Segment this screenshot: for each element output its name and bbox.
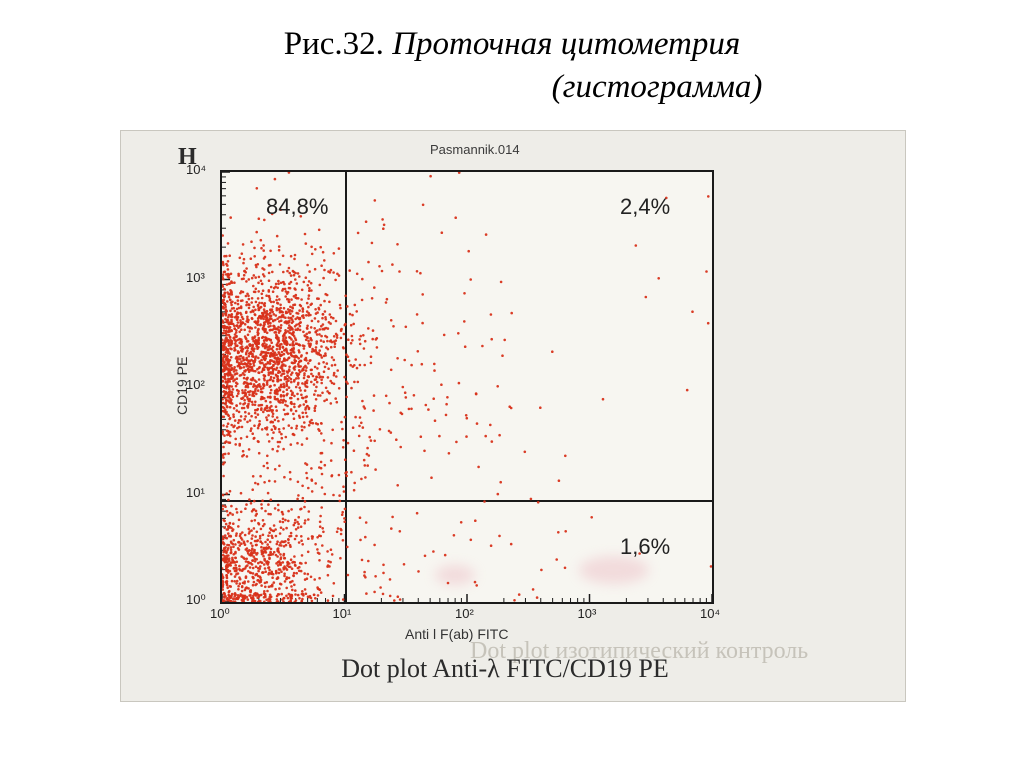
x-tick-label: 10¹ xyxy=(333,606,352,621)
figure-panel: сенниягистограмма лимфоидныхфологически … xyxy=(120,130,904,700)
y-tick-label: 10² xyxy=(186,377,205,392)
y-tick-label: 10³ xyxy=(186,270,205,285)
y-tick-label: 10⁴ xyxy=(186,162,206,177)
x-tick-label: 10³ xyxy=(578,606,597,621)
title-line-2: (гистограмма) xyxy=(0,69,1024,106)
x-axis-label: Anti l F(ab) FITC xyxy=(405,626,508,642)
x-tick-label: 10⁰ xyxy=(210,606,230,622)
x-tick-label: 10² xyxy=(455,606,474,621)
quadrant-label-upper-left: 84,8% xyxy=(266,194,328,220)
y-tick-label: 10¹ xyxy=(186,485,205,500)
x-tick-label: 10⁴ xyxy=(700,606,720,621)
figure-title: Рис.32. Проточная цитометрия (гистограмм… xyxy=(0,20,1024,106)
title-italic: Проточная цитометрия xyxy=(392,26,740,62)
title-prefix: Рис.32. xyxy=(284,26,392,62)
quadrant-label-lower-right: 1,6% xyxy=(620,534,670,560)
plot-title: Pasmannik.014 xyxy=(430,142,520,157)
title-line-1: Рис.32. Проточная цитометрия xyxy=(0,26,1024,63)
y-tick-label: 10⁰ xyxy=(186,592,206,608)
quadrant-label-upper-right: 2,4% xyxy=(620,194,670,220)
page: Рис.32. Проточная цитометрия (гистограмм… xyxy=(0,0,1024,768)
figure-caption: Dot plot Anti-λ FITC/CD19 PE xyxy=(240,654,770,684)
